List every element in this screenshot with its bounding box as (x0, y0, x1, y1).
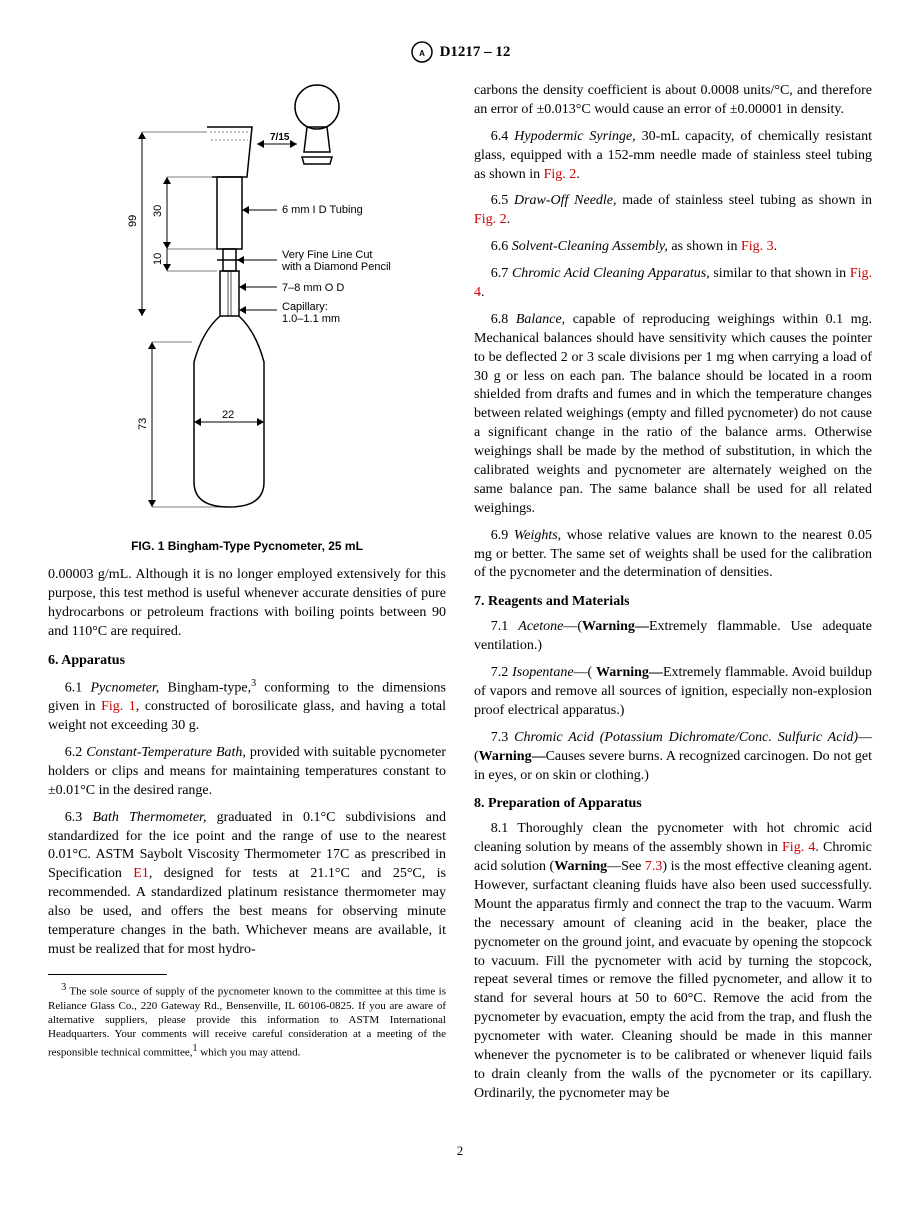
ref-e1[interactable]: E1 (133, 866, 149, 881)
para-7-2: 7.2 Isopentane—( Warning—Extremely flamm… (474, 664, 872, 721)
para-8-1: 8.1 Thoroughly clean the pycnometer with… (474, 820, 872, 1103)
para-6-6: 6.6 Solvent-Cleaning Assembly, as shown … (474, 238, 872, 257)
svg-text:7–8 mm O D: 7–8 mm O D (282, 282, 344, 294)
svg-text:10: 10 (152, 253, 164, 265)
para-6-2: 6.2 Constant-Temperature Bath, provided … (48, 744, 446, 801)
section-6-head: 6. Apparatus (48, 652, 446, 671)
svg-text:7/15: 7/15 (270, 132, 290, 143)
svg-text:A: A (419, 49, 425, 58)
para-6-9: 6.9 Weights, whose relative values are k… (474, 527, 872, 584)
para-6-4: 6.4 Hypodermic Syringe, 30-mL capacity, … (474, 128, 872, 185)
footnote-3: 3 The sole source of supply of the pycno… (48, 981, 446, 1060)
para-6-5: 6.5 Draw-Off Needle, made of stainless s… (474, 192, 872, 230)
svg-text:1.0–1.1 mm: 1.0–1.1 mm (282, 313, 340, 325)
para-6-1: 6.1 Pycnometer, Bingham-type,3 conformin… (48, 677, 446, 736)
ref-fig4b[interactable]: Fig. 4 (782, 840, 815, 855)
ref-fig1[interactable]: Fig. 1 (101, 699, 136, 714)
left-column: 7/15 6 mm I (48, 82, 446, 1112)
page-number: 2 (48, 1142, 872, 1160)
para-7-3: 7.3 Chromic Acid (Potassium Dichromate/C… (474, 729, 872, 786)
para-continued: 0.00003 g/mL. Although it is no longer e… (48, 566, 446, 642)
ref-7-3[interactable]: 7.3 (645, 859, 663, 874)
svg-text:73: 73 (137, 418, 149, 430)
figure-caption: FIG. 1 Bingham-Type Pycnometer, 25 mL (48, 538, 446, 554)
figure-1: 7/15 6 mm I (48, 82, 446, 554)
svg-text:22: 22 (222, 409, 234, 421)
section-7-head: 7. Reagents and Materials (474, 593, 872, 612)
para-6-3: 6.3 Bath Thermometer, graduated in 0.1°C… (48, 809, 446, 960)
footnote-separator (48, 974, 167, 975)
para-6-7: 6.7 Chromic Acid Cleaning Apparatus, sim… (474, 265, 872, 303)
para-6-8: 6.8 Balance, capable of reproducing weig… (474, 311, 872, 519)
ref-fig3[interactable]: Fig. 3 (741, 239, 774, 254)
ref-fig2b[interactable]: Fig. 2 (474, 212, 507, 227)
svg-text:Capillary:: Capillary: (282, 301, 328, 313)
ref-fig2a[interactable]: Fig. 2 (544, 167, 577, 182)
para-7-1: 7.1 Acetone—(Warning—Extremely flammable… (474, 618, 872, 656)
section-8-head: 8. Preparation of Apparatus (474, 795, 872, 814)
designation: D1217 – 12 (440, 42, 511, 62)
svg-text:99: 99 (127, 215, 139, 227)
para-continued-r: carbons the density coefficient is about… (474, 82, 872, 120)
svg-text:30: 30 (152, 205, 164, 217)
svg-text:Very Fine Line Cut: Very Fine Line Cut (282, 249, 373, 261)
astm-logo: A (410, 40, 434, 64)
svg-text:6 mm I D Tubing: 6 mm I D Tubing (282, 204, 363, 216)
svg-text:with a Diamond Pencil: with a Diamond Pencil (281, 261, 391, 273)
page-header: A D1217 – 12 (48, 40, 872, 64)
right-column: carbons the density coefficient is about… (474, 82, 872, 1112)
pycnometer-diagram: 7/15 6 mm I (92, 82, 402, 532)
